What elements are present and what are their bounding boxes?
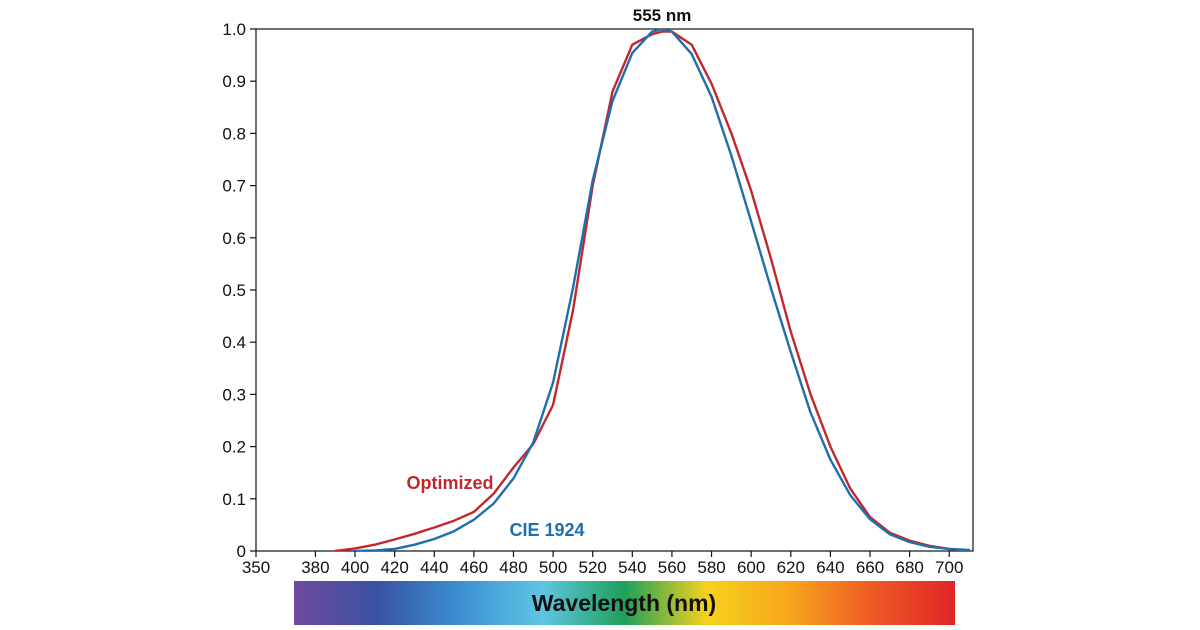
wavelength-bar: Wavelength (nm) [294,581,955,625]
x-tick-label: 660 [856,558,884,577]
y-tick-label: 0 [237,542,246,561]
series-label-cie-1924: CIE 1924 [510,520,585,540]
y-tick-label: 0.1 [222,490,246,509]
x-tick-label: 700 [935,558,963,577]
annotations: 555 nm [633,6,692,25]
x-tick-label: 440 [420,558,448,577]
y-tick-label: 0.9 [222,72,246,91]
series-line-optimized [334,30,971,551]
x-axis-title: Wavelength (nm) [532,590,716,616]
x-tick-label: 580 [697,558,725,577]
x-tick-label: 560 [658,558,686,577]
y-tick-label: 0.7 [222,177,246,196]
series-line-cie-1924 [353,29,971,551]
x-tick-label: 500 [539,558,567,577]
spectrum-gradient-bar [294,581,955,625]
y-tick-label: 1.0 [222,20,246,39]
y-tick-label: 0.4 [222,333,246,352]
series-lines [334,29,971,551]
series-labels: Optimized CIE 1924 [407,473,585,540]
y-axis: 0 0.1 0.2 0.3 0.4 0.5 0.6 0.7 0.8 0.9 1.0 [222,20,256,561]
plot-frame [255,28,974,552]
x-tick-label: 680 [895,558,923,577]
x-tick-label: 460 [460,558,488,577]
x-axis: 350 380 400 420 440 460 480 500 520 540 560 580 600 6… [242,551,963,577]
x-tick-label: 420 [380,558,408,577]
x-tick-label: 640 [816,558,844,577]
x-tick-label: 540 [618,558,646,577]
y-tick-label: 0.6 [222,229,246,248]
y-tick-label: 0.8 [222,124,246,143]
x-tick-label: 400 [341,558,369,577]
x-tick-label: 520 [579,558,607,577]
x-tick-label: 380 [301,558,329,577]
x-tick-label: 350 [242,558,270,577]
series-label-optimized: Optimized [407,473,494,493]
x-tick-label: 620 [777,558,805,577]
y-tick-label: 0.2 [222,438,246,457]
x-tick-label: 480 [499,558,527,577]
y-tick-label: 0.3 [222,385,246,404]
peak-annotation: 555 nm [633,6,692,25]
y-tick-label: 0.5 [222,281,246,300]
x-tick-label: 600 [737,558,765,577]
